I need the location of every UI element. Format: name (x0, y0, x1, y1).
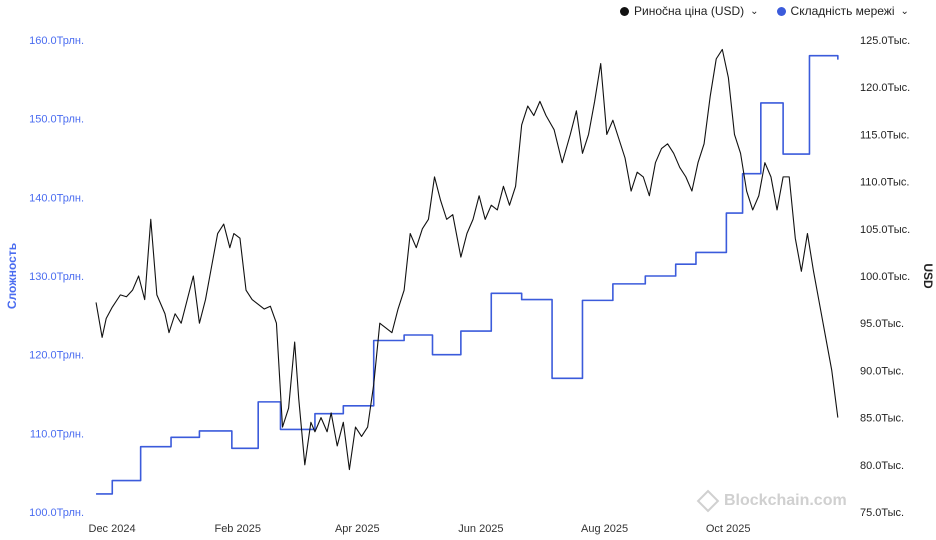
legend-price-label: Ринočна ціна (USD) (634, 4, 745, 18)
x-tick-label: Dec 2024 (89, 523, 136, 535)
right-tick-label: 105.0Тыс. (860, 224, 910, 236)
x-axis: Dec 2024 Feb 2025 Apr 2025 Jun 2025 Aug 2025… (89, 523, 751, 535)
right-tick-label: 80.0Тыс. (860, 460, 904, 472)
difficulty-legend-dot (776, 6, 786, 16)
legend: Ринočна ціна (USD) ⌄ Складність мережі ⌄ (620, 4, 909, 18)
right-tick-label: 120.0Тыс. (860, 82, 910, 94)
x-tick-label: Apr 2025 (335, 523, 380, 535)
x-tick-label: Feb 2025 (214, 523, 260, 535)
blockchain-logo-icon (696, 489, 720, 513)
chevron-down-icon: ⌄ (750, 5, 759, 17)
chevron-down-icon: ⌄ (900, 5, 909, 17)
x-tick-label: Aug 2025 (581, 523, 628, 535)
legend-item-difficulty[interactable]: Складність мережі ⌄ (776, 4, 909, 18)
watermark: Blockchain.com (696, 489, 847, 513)
right-tick-label: 85.0Тыс. (860, 413, 904, 425)
left-tick-label: 100.0Трлн. (29, 507, 84, 519)
left-tick-label: 120.0Трлн. (29, 350, 84, 362)
difficulty-series-line (96, 54, 839, 495)
price-legend-dot (620, 6, 629, 16)
left-tick-label: 160.0Трлн. (29, 35, 84, 47)
price-series-line (95, 48, 839, 471)
watermark-text: Blockchain.com (724, 492, 847, 509)
right-tick-label: 75.0Тыс. (860, 507, 904, 519)
right-tick-label: 95.0Тыс. (860, 318, 904, 330)
right-tick-label: 125.0Тыс. (860, 35, 910, 47)
series-layer (95, 48, 839, 495)
legend-item-price[interactable]: Ринočна ціна (USD) ⌄ (620, 4, 759, 18)
legend-difficulty-label: Складність мережі (790, 4, 895, 18)
left-tick-label: 140.0Трлн. (29, 192, 84, 204)
left-tick-label: 130.0Трлн. (29, 271, 84, 283)
left-tick-label: 110.0Трлн. (30, 428, 84, 440)
left-axis-title: Сложность (5, 243, 19, 309)
left-tick-label: 150.0Трлн. (29, 114, 84, 126)
right-axis: 75.0Тыс. 80.0Тыс. 85.0Тыс. 90.0Тыс. 95.0Тыс.… (860, 35, 910, 519)
right-axis-title: USD (921, 263, 935, 289)
right-tick-label: 115.0Тыс. (860, 129, 909, 141)
left-axis: 100.0Трлн. 110.0Трлн. 120.0Трлн. 130.0Трлн.… (29, 35, 84, 519)
right-tick-label: 100.0Тыс. (860, 271, 910, 283)
x-tick-label: Oct 2025 (706, 523, 751, 535)
right-tick-label: 110.0Тыс. (860, 177, 909, 189)
x-tick-label: Jun 2025 (458, 523, 503, 535)
right-tick-label: 90.0Тыс. (860, 365, 904, 377)
